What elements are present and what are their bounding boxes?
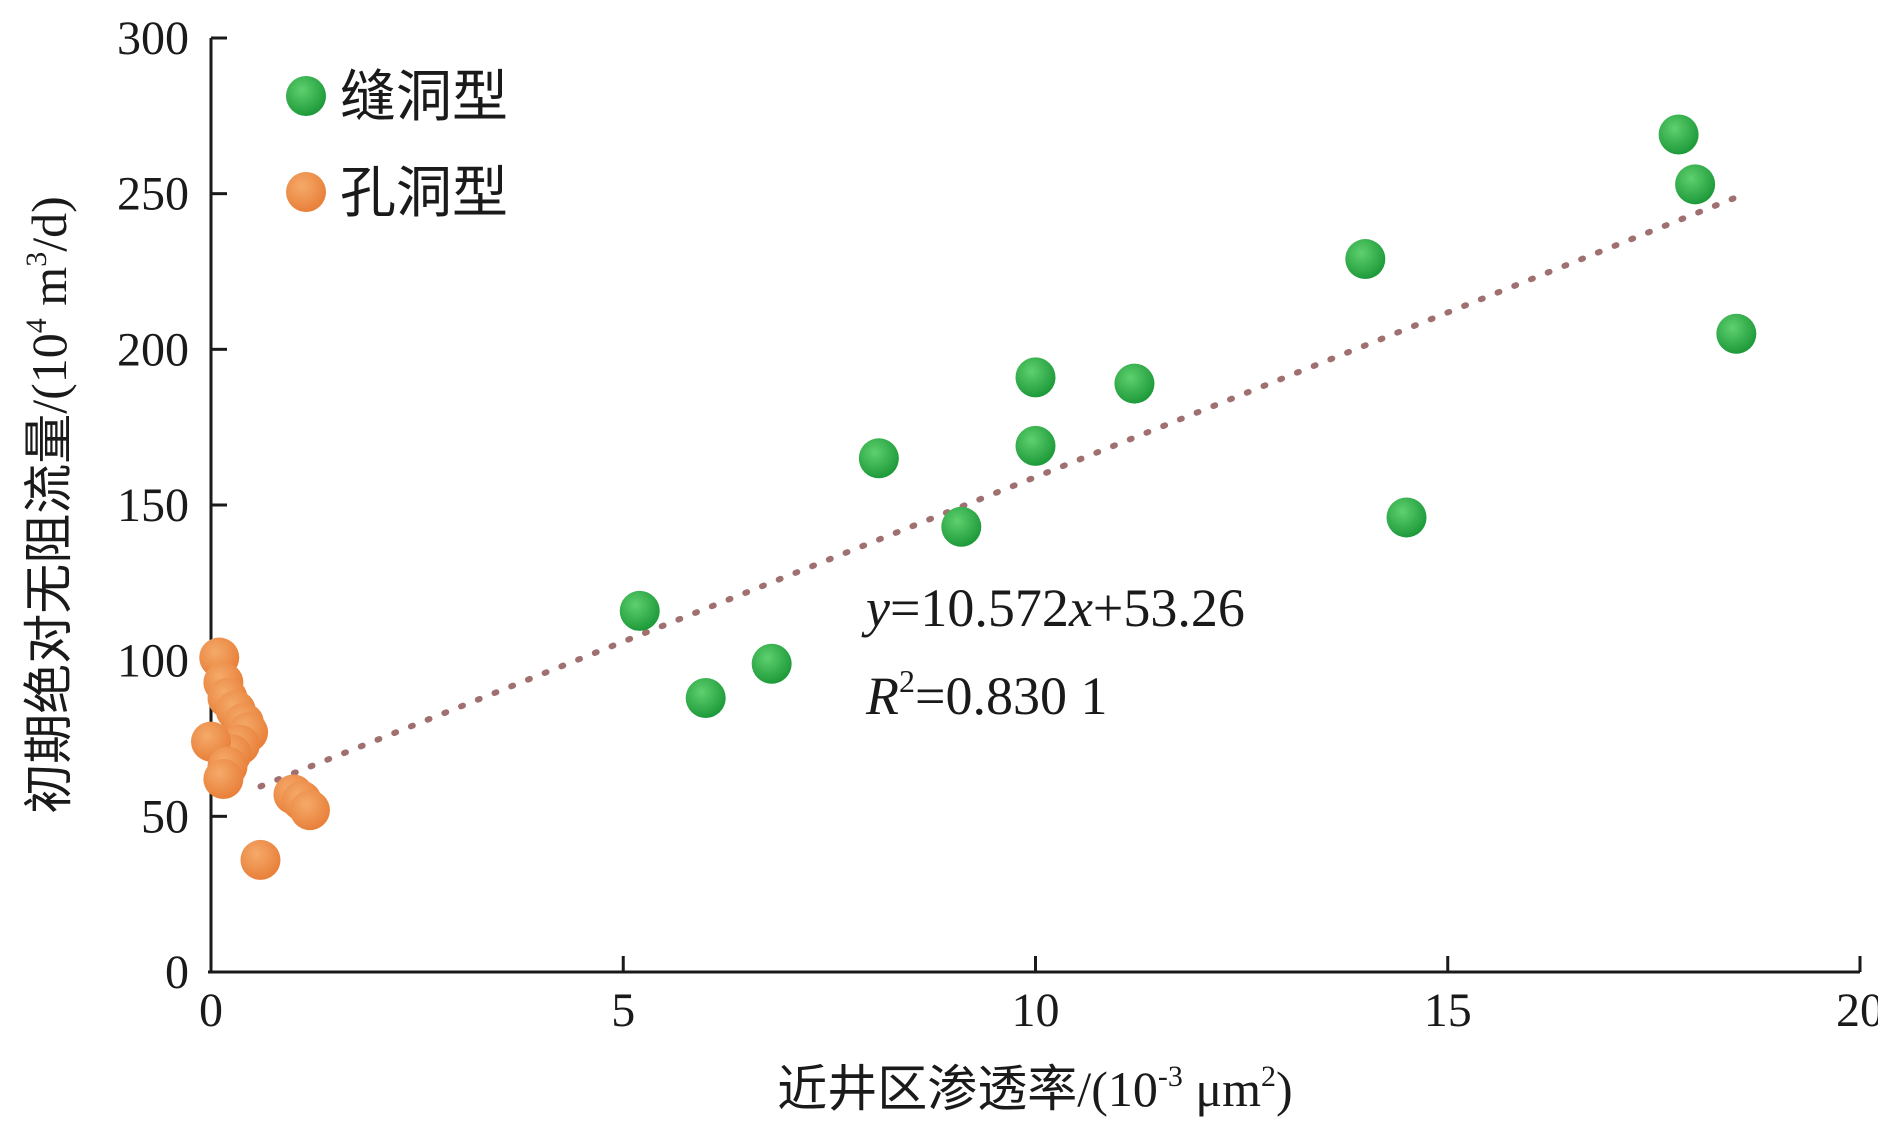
legend-marker-pore-cave: [286, 172, 326, 212]
legend-label-pore-cave: 孔洞型: [340, 163, 508, 225]
y-ticks: 0 50 100 150 200 250 300: [117, 12, 227, 999]
x-tick-label: 10: [1012, 984, 1060, 1037]
y-axis-title: 初期绝对无阻流量/(104 m3/d): [20, 196, 77, 814]
point-fracture-cave: [1716, 313, 1757, 354]
legend-marker-fracture-cave: [286, 76, 326, 116]
point-fracture-cave: [619, 590, 660, 631]
x-tick-label: 5: [611, 984, 635, 1037]
x-tick-label: 15: [1424, 984, 1472, 1037]
y-tick-label: 50: [141, 790, 189, 843]
trendline: [257, 194, 1740, 790]
x-tick-label: 0: [199, 984, 223, 1037]
y-tick-label: 300: [117, 12, 189, 65]
y-tick-label: 250: [117, 168, 189, 221]
x-axis-title: 近井区渗透率/(10-3 μm2): [777, 1060, 1292, 1117]
point-fracture-cave: [1658, 114, 1699, 155]
regression-equation: y=10.572x+53.26: [861, 578, 1245, 638]
point-fracture-cave: [1015, 357, 1056, 398]
data-points: [191, 114, 1757, 880]
point-pore-cave: [289, 790, 330, 831]
point-fracture-cave: [1114, 363, 1155, 404]
point-pore-cave: [240, 839, 281, 880]
point-fracture-cave: [1386, 497, 1427, 538]
x-tick-label: 20: [1836, 984, 1878, 1037]
point-fracture-cave: [858, 438, 899, 479]
point-pore-cave: [203, 758, 244, 799]
y-tick-label: 0: [165, 946, 189, 999]
legend: 缝洞型 孔洞型: [286, 67, 508, 225]
point-fracture-cave: [1345, 239, 1386, 280]
point-fracture-cave: [1675, 164, 1716, 205]
point-fracture-cave: [941, 506, 982, 547]
legend-label-fracture-cave: 缝洞型: [340, 67, 508, 129]
y-tick-label: 200: [117, 323, 189, 376]
point-fracture-cave: [685, 678, 726, 719]
point-fracture-cave: [1015, 425, 1056, 466]
x-ticks: 0 5 10 15 20: [199, 956, 1878, 1037]
r-squared: R2=0.830 1: [865, 663, 1107, 726]
y-tick-label: 100: [117, 635, 189, 688]
y-tick-label: 150: [117, 479, 189, 532]
point-fracture-cave: [751, 643, 792, 684]
